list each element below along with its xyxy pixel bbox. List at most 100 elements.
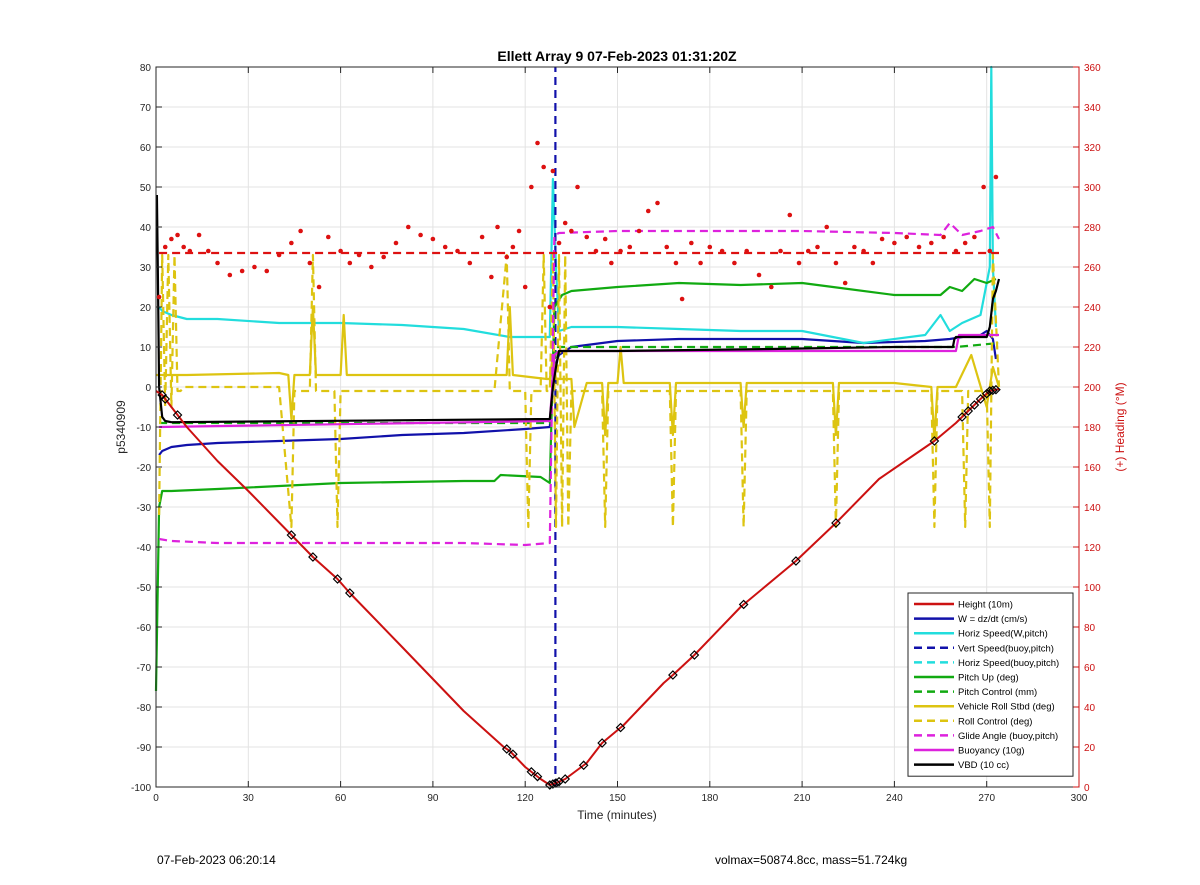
- heading-point: [522, 284, 528, 290]
- legend-entry: W = dz/dt (cm/s): [958, 614, 1027, 625]
- heading-point: [289, 240, 294, 246]
- heading-point: [181, 244, 186, 250]
- heading-point: [307, 260, 313, 266]
- heading-point: [156, 294, 162, 300]
- heading-point: [981, 184, 986, 190]
- height-marker: [286, 530, 297, 540]
- heading-point: [796, 260, 802, 266]
- y-tick-label: -90: [137, 743, 152, 754]
- x-tick-label: 210: [794, 793, 811, 804]
- y2-tick-label: 200: [1084, 383, 1101, 394]
- heading-point: [575, 184, 580, 190]
- heading-point: [325, 234, 331, 240]
- y2-tick-label: 140: [1084, 503, 1101, 514]
- heading-point: [778, 248, 783, 254]
- y2-tick-label: 40: [1084, 703, 1096, 714]
- legend-entry: Vert Speed(buoy,pitch): [958, 643, 1054, 654]
- height-marker: [988, 385, 998, 396]
- heading-point: [529, 184, 534, 190]
- heading-point: [904, 234, 910, 240]
- x-tick-label: 150: [609, 793, 626, 804]
- footer-timestamp: 07-Feb-2023 06:20:14: [157, 853, 276, 867]
- heading-point: [787, 212, 793, 218]
- height-marker: [308, 552, 318, 562]
- height-marker: [578, 760, 589, 771]
- height-marker: [963, 406, 974, 416]
- heading-point: [987, 248, 993, 254]
- y-tick-label: -60: [137, 623, 152, 634]
- height-marker: [597, 738, 607, 748]
- y-tick-label: -70: [137, 663, 152, 674]
- series-roll-control-deg: [158, 253, 1001, 529]
- series-w-dz-dt-cm-s: [158, 329, 997, 456]
- heading-point: [215, 260, 220, 266]
- heading-point: [732, 260, 737, 266]
- height-marker: [975, 394, 986, 404]
- height-marker: [738, 599, 749, 610]
- height-marker: [929, 436, 940, 446]
- heading-point: [541, 164, 546, 170]
- heading-point: [516, 228, 522, 234]
- y-tick-label: -10: [137, 423, 152, 434]
- heading-point: [962, 240, 968, 246]
- y-tick-label: 20: [140, 303, 152, 314]
- heading-point: [929, 240, 934, 246]
- height-marker: [668, 670, 678, 680]
- heading-point: [393, 240, 399, 246]
- y2-tick-label: 240: [1084, 303, 1101, 314]
- y-tick-label: 10: [140, 343, 152, 354]
- height-marker: [172, 410, 183, 420]
- heading-point: [569, 228, 574, 234]
- y-tick-label: 0: [145, 383, 151, 394]
- heading-point: [769, 284, 774, 290]
- heading-point: [556, 240, 562, 246]
- heading-point: [679, 296, 685, 302]
- height-marker: [332, 574, 343, 584]
- height-marker: [551, 778, 561, 788]
- heading-point: [584, 234, 590, 240]
- heading-point: [689, 240, 694, 246]
- heading-point: [479, 234, 485, 240]
- height-marker: [508, 749, 518, 760]
- height-marker: [791, 556, 801, 566]
- x-tick-label: 300: [1071, 793, 1088, 804]
- x-axis-label: Time (minutes): [577, 808, 657, 822]
- heading-point: [645, 208, 651, 214]
- heading-point: [489, 274, 494, 280]
- heading-point: [562, 220, 568, 226]
- y2-tick-label: 280: [1084, 223, 1101, 234]
- heading-point: [756, 272, 762, 278]
- y2-tick-label: 260: [1084, 263, 1101, 274]
- heading-point: [442, 244, 448, 250]
- heading-point: [227, 272, 233, 278]
- y-tick-label: -30: [137, 503, 152, 514]
- heading-point: [252, 264, 257, 270]
- heading-point: [941, 234, 946, 240]
- heading-point: [239, 268, 245, 274]
- footer-vehicle-info: volmax=50874.8cc, mass=51.724kg: [715, 853, 908, 867]
- y2-tick-label: 120: [1084, 543, 1101, 554]
- heading-point: [405, 224, 411, 230]
- y-tick-label: -100: [131, 783, 151, 794]
- height-marker: [969, 400, 980, 410]
- x-tick-label: 90: [427, 793, 439, 804]
- heading-point: [547, 304, 553, 310]
- height-marker: [344, 588, 355, 598]
- heading-point: [815, 244, 820, 250]
- series-pitch-up-deg: [154, 277, 997, 692]
- heading-point: [298, 228, 303, 234]
- y2-tick-label: 360: [1084, 63, 1101, 74]
- heading-point: [264, 268, 270, 274]
- y-tick-label: -80: [137, 703, 152, 714]
- series-horiz-speed-w-pitch: [158, 65, 997, 345]
- height-marker: [689, 650, 700, 660]
- heading-point: [842, 280, 848, 286]
- heading-point: [707, 244, 713, 250]
- height-marker: [615, 722, 626, 733]
- y2-tick-label: 20: [1084, 743, 1096, 754]
- legend: Height (10m) W = dz/dt (cm/s) Horiz Speed(…: [907, 592, 1074, 777]
- y-tick-label: -50: [137, 583, 152, 594]
- height-marker: [160, 394, 171, 404]
- heading-point: [972, 234, 977, 240]
